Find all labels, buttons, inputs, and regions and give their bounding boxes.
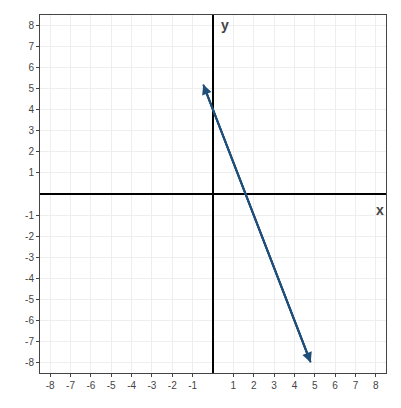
svg-text:8: 8 xyxy=(373,380,379,391)
svg-text:-4: -4 xyxy=(127,380,136,391)
svg-text:3: 3 xyxy=(271,380,277,391)
svg-text:2: 2 xyxy=(28,146,34,157)
svg-text:1: 1 xyxy=(231,380,237,391)
svg-text:2: 2 xyxy=(251,380,257,391)
svg-text:-8: -8 xyxy=(25,357,34,368)
svg-text:8: 8 xyxy=(28,20,34,31)
svg-text:4: 4 xyxy=(28,104,34,115)
svg-text:-4: -4 xyxy=(25,273,34,284)
svg-text:5: 5 xyxy=(312,380,318,391)
svg-text:-2: -2 xyxy=(168,380,177,391)
svg-text:3: 3 xyxy=(28,125,34,136)
svg-text:7: 7 xyxy=(28,41,34,52)
svg-text:-2: -2 xyxy=(25,231,34,242)
svg-text:-7: -7 xyxy=(66,380,75,391)
svg-text:x: x xyxy=(376,202,384,218)
svg-text:-3: -3 xyxy=(25,252,34,263)
svg-text:-5: -5 xyxy=(107,380,116,391)
svg-text:-8: -8 xyxy=(46,380,55,391)
svg-text:-1: -1 xyxy=(188,380,197,391)
svg-text:-1: -1 xyxy=(25,210,34,221)
svg-text:-7: -7 xyxy=(25,336,34,347)
svg-text:4: 4 xyxy=(292,380,298,391)
svg-text:7: 7 xyxy=(353,380,359,391)
svg-text:-5: -5 xyxy=(25,294,34,305)
svg-text:6: 6 xyxy=(28,62,34,73)
svg-text:-6: -6 xyxy=(86,380,95,391)
svg-text:1: 1 xyxy=(28,167,34,178)
svg-text:y: y xyxy=(221,17,229,33)
svg-text:5: 5 xyxy=(28,83,34,94)
svg-text:-6: -6 xyxy=(25,315,34,326)
svg-text:-3: -3 xyxy=(147,380,156,391)
svg-text:6: 6 xyxy=(332,380,338,391)
